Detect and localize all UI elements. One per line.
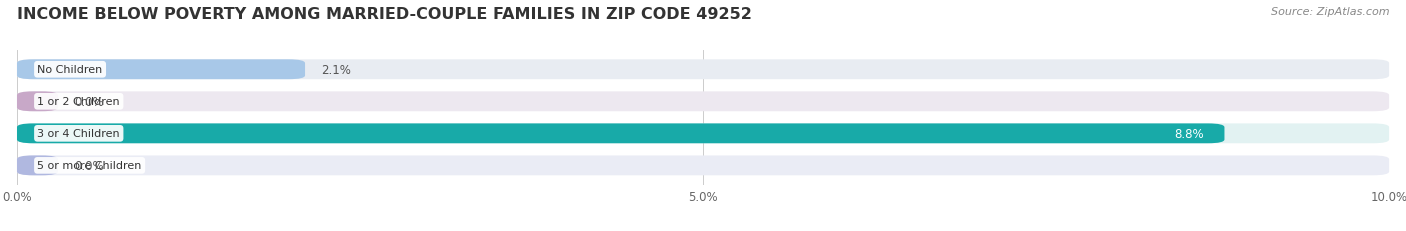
Text: 1 or 2 Children: 1 or 2 Children bbox=[38, 97, 120, 107]
Text: 2.1%: 2.1% bbox=[322, 64, 352, 76]
FancyBboxPatch shape bbox=[17, 60, 305, 80]
FancyBboxPatch shape bbox=[17, 92, 1389, 112]
Text: 5 or more Children: 5 or more Children bbox=[38, 161, 142, 171]
Text: 8.8%: 8.8% bbox=[1174, 127, 1204, 140]
FancyBboxPatch shape bbox=[17, 124, 1389, 144]
Text: INCOME BELOW POVERTY AMONG MARRIED-COUPLE FAMILIES IN ZIP CODE 49252: INCOME BELOW POVERTY AMONG MARRIED-COUPL… bbox=[17, 7, 752, 22]
FancyBboxPatch shape bbox=[17, 60, 1389, 80]
FancyBboxPatch shape bbox=[17, 124, 1225, 144]
Text: 0.0%: 0.0% bbox=[75, 95, 104, 108]
Text: No Children: No Children bbox=[38, 65, 103, 75]
Text: 0.0%: 0.0% bbox=[75, 159, 104, 172]
Text: Source: ZipAtlas.com: Source: ZipAtlas.com bbox=[1271, 7, 1389, 17]
FancyBboxPatch shape bbox=[17, 156, 58, 176]
FancyBboxPatch shape bbox=[17, 156, 1389, 176]
Text: 3 or 4 Children: 3 or 4 Children bbox=[38, 129, 120, 139]
FancyBboxPatch shape bbox=[17, 92, 58, 112]
